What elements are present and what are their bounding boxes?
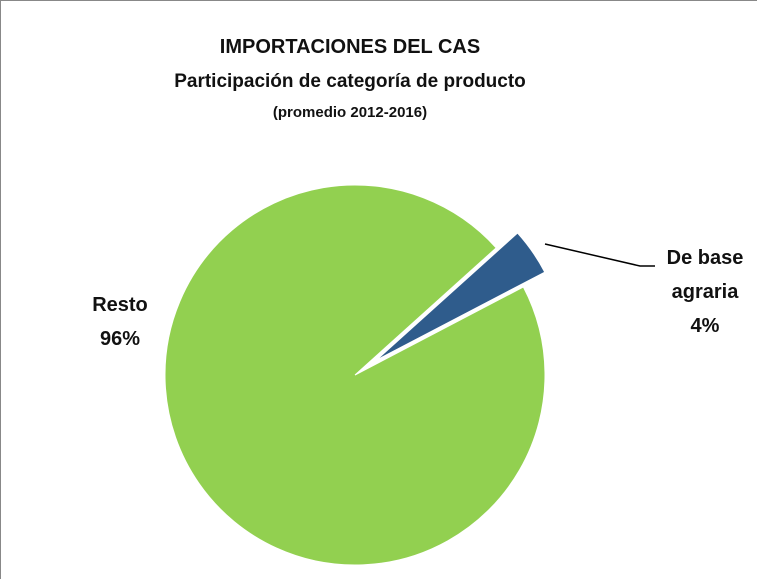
leader-line [544, 243, 655, 267]
chart-note: (promedio 2012-2016) [272, 104, 428, 121]
category-label: Resto [92, 294, 148, 316]
chart-title: IMPORTACIONES DEL CAS [219, 36, 481, 58]
value-label: 4% [690, 315, 720, 337]
pie-slice [164, 184, 546, 566]
chart-subtitle: Participación de categoría de producto [174, 71, 526, 92]
category-label: De base agraria [666, 247, 744, 303]
pie-slice [376, 232, 546, 361]
value-label: 96% [99, 328, 141, 350]
